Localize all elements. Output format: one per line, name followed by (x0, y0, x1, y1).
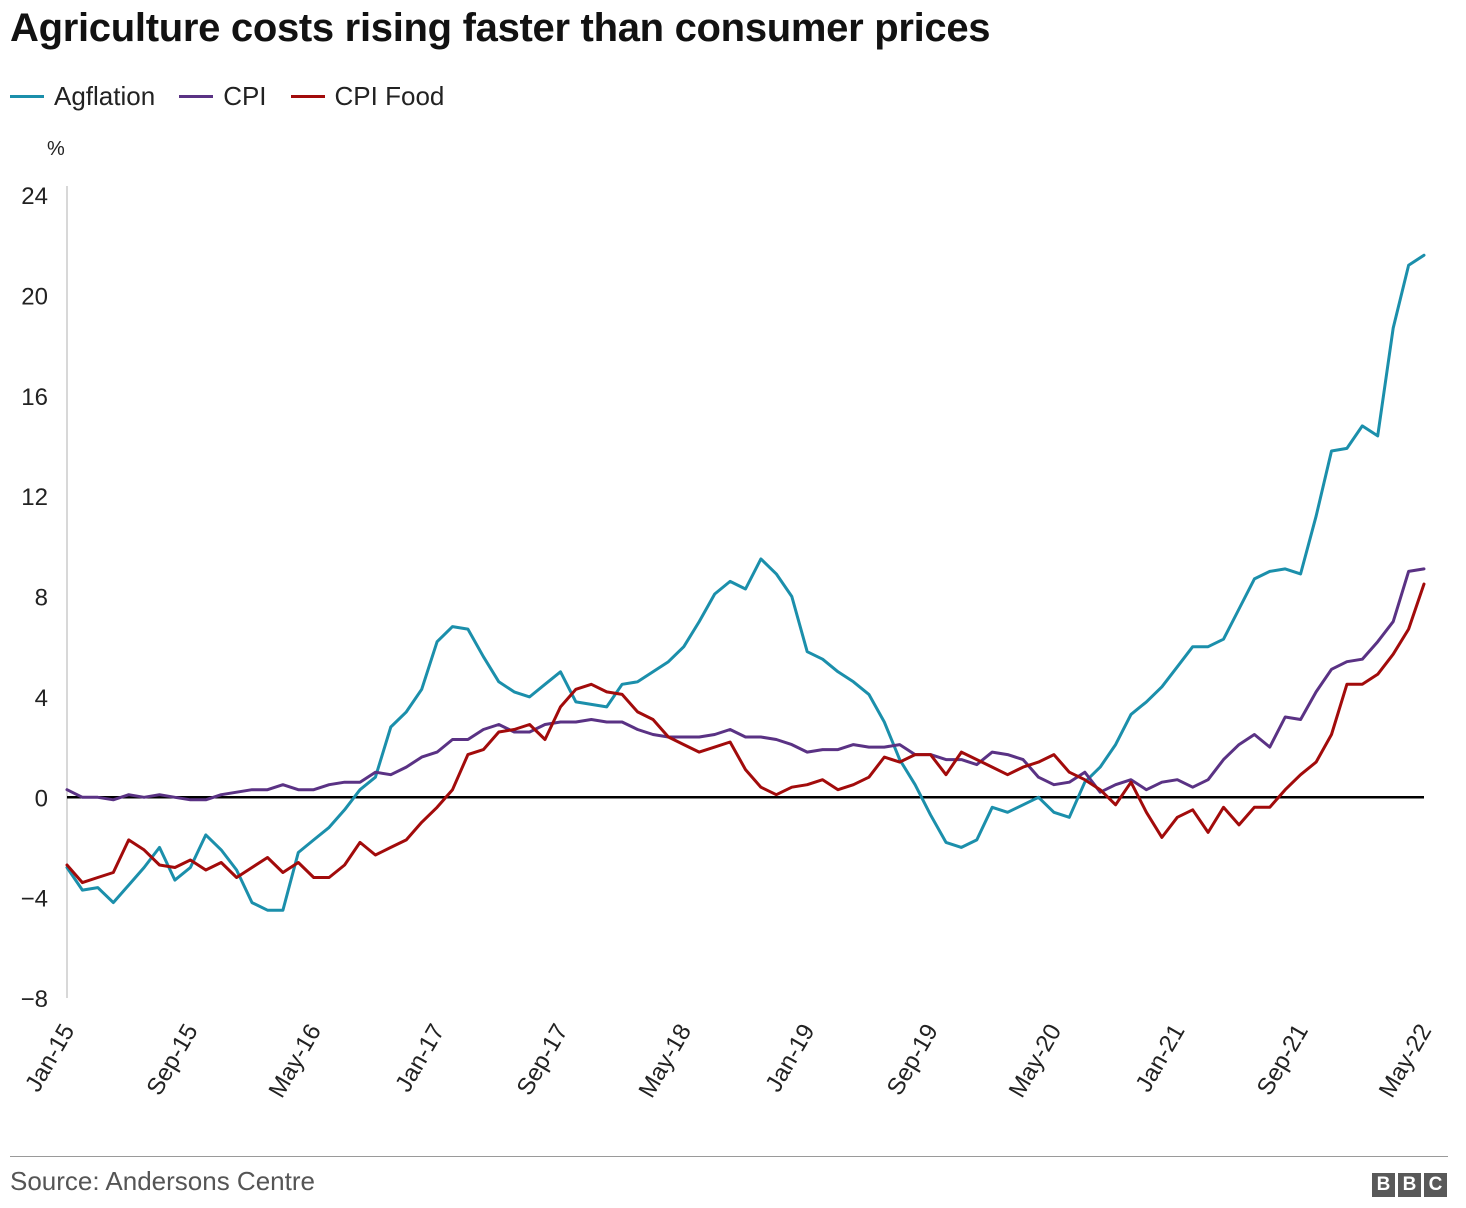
x-tick-label: Sep-15 (141, 1020, 203, 1101)
x-tick-label: May-16 (264, 1020, 327, 1103)
y-tick-label: 8 (35, 585, 48, 612)
legend-item-cpi: CPI (179, 80, 267, 112)
y-tick-label: 0 (35, 785, 48, 812)
x-tick-label: Jan-21 (1130, 1020, 1190, 1097)
y-axis-unit-label: % (47, 138, 65, 160)
legend-swatch-agflation (10, 94, 44, 98)
y-tick-label: 16 (21, 384, 48, 411)
bbc-logo-letter: C (1424, 1173, 1447, 1197)
x-tick-label: Sep-19 (882, 1020, 944, 1101)
agflation-line (65, 253, 1426, 912)
x-tick-label: Jan-17 (390, 1020, 450, 1097)
line-chart: 24 20 16 12 8 4 0 −4 −8 Jan-15 Sep-15 May-16 Jan-17 S… (20, 183, 1437, 1103)
source-note: Source: Andersons Centre (10, 1166, 315, 1196)
x-tick-label: Jan-19 (760, 1020, 820, 1097)
legend-item-agflation: Agflation (10, 81, 155, 112)
legend-label-cpi-food: CPI Food (334, 80, 445, 111)
bbc-logo-letter: B (1372, 1173, 1395, 1197)
y-tick-label: 4 (35, 685, 48, 712)
cpi-food-line (65, 582, 1426, 885)
legend: Agflation CPI CPI Food (10, 78, 468, 114)
y-tick-label: 24 (21, 183, 48, 210)
cpi-line (65, 567, 1426, 802)
bbc-logo-letter: B (1398, 1173, 1421, 1197)
y-tick-label: −8 (21, 986, 48, 1013)
legend-swatch-cpi-food (290, 94, 325, 98)
x-tick-label: Jan-15 (20, 1020, 80, 1097)
x-tick-label: Sep-21 (1252, 1020, 1314, 1101)
legend-item-cpi-food: CPI Food (290, 80, 445, 112)
y-tick-label: 12 (21, 484, 48, 511)
y-tick-label: −4 (21, 886, 48, 913)
x-tick-label: May-22 (1374, 1020, 1437, 1103)
chart-title: Agriculture costs rising faster than con… (10, 6, 991, 50)
legend-label-agflation: Agflation (54, 80, 156, 111)
y-tick-label: 20 (21, 283, 48, 310)
legend-swatch-cpi (179, 94, 214, 98)
bbc-logo: B B C (1369, 1173, 1447, 1197)
legend-label-cpi: CPI (223, 80, 267, 111)
x-tick-label: May-18 (634, 1020, 697, 1103)
x-tick-label: Sep-17 (512, 1020, 574, 1101)
footer-divider (10, 1156, 1448, 1157)
x-tick-label: May-20 (1004, 1020, 1067, 1103)
